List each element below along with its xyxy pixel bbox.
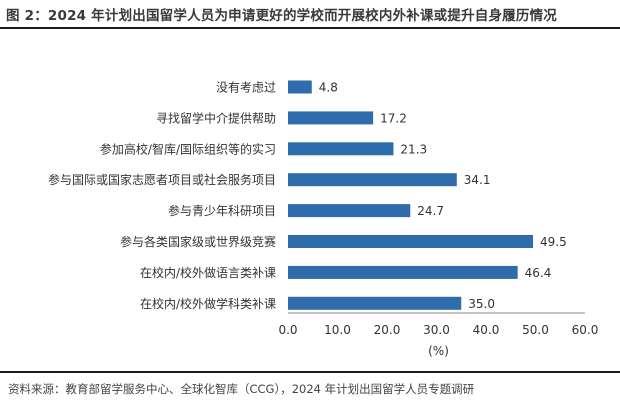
bar: [288, 296, 462, 310]
bar: [288, 265, 518, 279]
category-label: 没有考虑过: [216, 80, 276, 95]
bar: [288, 111, 374, 125]
x-axis-label: (%): [428, 344, 449, 358]
category-label: 参与国际或国家志愿者项目或社会服务项目: [48, 172, 276, 187]
bar-chart: 没有考虑过 4.8 寻找留学中介提供帮助 17.2 参加高校/智库/国际组织等的实习 21…: [48, 80, 599, 359]
category-label: 参加高校/智库/国际组织等的实习: [100, 141, 276, 156]
source-divider: [0, 371, 620, 373]
data-label: 21.3: [400, 142, 427, 156]
bar: [288, 142, 394, 156]
x-tick-label: 0.0: [278, 323, 297, 337]
x-tick-label: 10.0: [324, 323, 351, 337]
x-tick-label: 60.0: [572, 323, 599, 337]
x-tick-label: 40.0: [473, 323, 500, 337]
data-label: 4.8: [319, 81, 338, 95]
title-divider: [0, 27, 620, 29]
category-label: 在校内/校外做学科类补课: [140, 296, 276, 311]
data-label: 46.4: [525, 266, 552, 280]
source-note: 资料来源：教育部留学服务中心、全球化智库（CCG），2024 年计划出国留学人员…: [8, 382, 475, 396]
data-label: 17.2: [380, 111, 407, 125]
x-tick-label: 20.0: [374, 323, 401, 337]
bar: [288, 235, 534, 248]
category-label: 参与各类国家级或世界级竞赛: [120, 234, 276, 249]
category-label: 在校内/校外做语言类补课: [140, 265, 276, 280]
data-label: 49.5: [540, 235, 567, 249]
data-label: 35.0: [468, 297, 495, 311]
bar: [288, 204, 411, 218]
bar: [288, 173, 457, 187]
category-label: 参与青少年科研项目: [168, 203, 276, 218]
data-label: 24.7: [417, 204, 444, 218]
data-label: 34.1: [464, 173, 491, 187]
x-tick-label: 50.0: [522, 323, 549, 337]
chart-title: 图 2：2024 年计划出国留学人员为申请更好的学校而开展校内外补课或提升自身履…: [6, 8, 557, 24]
bar: [288, 80, 312, 94]
x-tick-label: 30.0: [423, 323, 450, 337]
category-label: 寻找留学中介提供帮助: [156, 110, 276, 125]
